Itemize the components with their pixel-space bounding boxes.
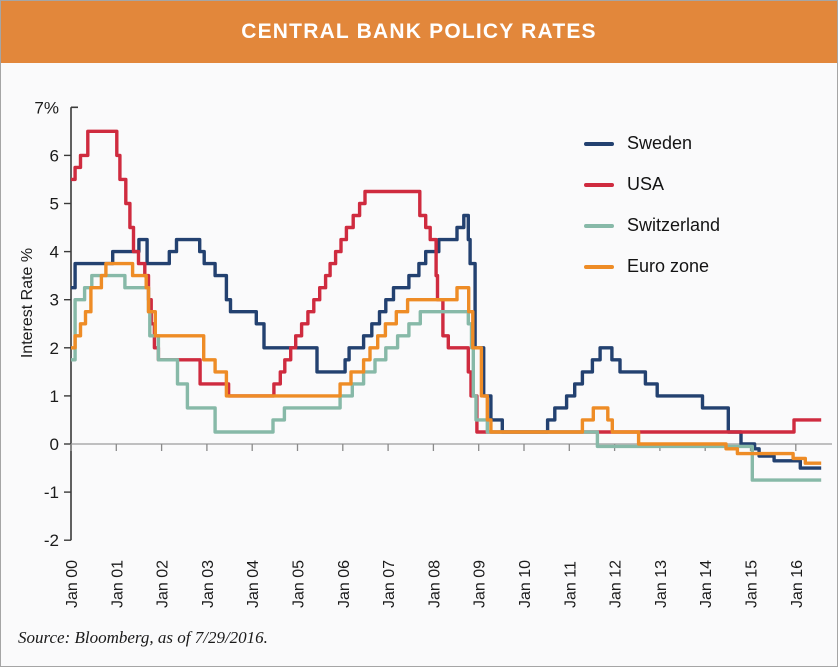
legend-label: USA bbox=[627, 174, 665, 194]
x-tick-label: Jan 07 bbox=[381, 560, 398, 608]
x-tick-label: Jan 01 bbox=[109, 560, 126, 608]
legend-item-sweden: Sweden bbox=[584, 123, 720, 164]
x-tick-label: Jan 00 bbox=[64, 560, 81, 608]
series-line-sweden bbox=[71, 213, 822, 470]
x-tick-label: Jan 08 bbox=[426, 560, 443, 608]
x-tick-label: Jan 06 bbox=[336, 560, 353, 608]
x-tick-label: Jan 05 bbox=[291, 560, 308, 608]
y-tick-label: 2 bbox=[50, 339, 59, 358]
x-tick-label: Jan 13 bbox=[653, 560, 670, 608]
series-line-switzerland bbox=[71, 273, 822, 482]
x-tick-label: Jan 12 bbox=[608, 560, 625, 608]
legend-label: Euro zone bbox=[627, 256, 710, 276]
legend-label: Sweden bbox=[627, 133, 693, 153]
switzerland-line-swatch-icon bbox=[584, 223, 614, 228]
series-line-euro-zone bbox=[71, 261, 822, 465]
y-tick-label: 1 bbox=[50, 387, 59, 406]
y-tick-label: 4 bbox=[50, 243, 59, 262]
y-tick-label: 7% bbox=[34, 98, 59, 117]
legend-item-usa: USA bbox=[584, 164, 720, 205]
chart-title: CENTRAL BANK POLICY RATES bbox=[241, 20, 597, 43]
y-tick-label: 3 bbox=[50, 291, 59, 310]
x-tick-label: Jan 14 bbox=[698, 560, 715, 608]
x-tick-label: Jan 15 bbox=[744, 560, 761, 608]
sweden-line-swatch-icon bbox=[584, 141, 614, 146]
x-tick-label: Jan 10 bbox=[517, 560, 534, 608]
y-tick-label: -1 bbox=[44, 483, 59, 502]
y-tick-label: 5 bbox=[50, 195, 59, 214]
legend: Sweden USA Switzerland Euro zone bbox=[584, 123, 720, 287]
y-tick-label: 0 bbox=[50, 435, 59, 454]
x-tick-label: Jan 03 bbox=[200, 560, 217, 608]
y-tick-label: 6 bbox=[50, 146, 59, 165]
x-tick-label: Jan 02 bbox=[155, 560, 172, 608]
source-note: Source: Bloomberg, as of 7/29/2016. bbox=[18, 628, 268, 647]
x-tick-label: Jan 09 bbox=[472, 560, 489, 608]
x-tick-label: Jan 04 bbox=[245, 560, 262, 608]
y-tick-label: -2 bbox=[44, 531, 59, 550]
title-banner: CENTRAL BANK POLICY RATES bbox=[1, 1, 837, 63]
x-tick-label: Jan 11 bbox=[562, 561, 579, 608]
series-line-usa bbox=[71, 129, 822, 434]
eurozone-line-swatch-icon bbox=[584, 264, 614, 269]
y-axis-title: Interest Rate % bbox=[19, 247, 36, 359]
legend-item-eurozone: Euro zone bbox=[584, 246, 720, 287]
legend-item-switzerland: Switzerland bbox=[584, 205, 720, 246]
x-tick-label: Jan 16 bbox=[789, 560, 806, 608]
legend-label: Switzerland bbox=[627, 215, 721, 235]
usa-line-swatch-icon bbox=[584, 182, 614, 187]
